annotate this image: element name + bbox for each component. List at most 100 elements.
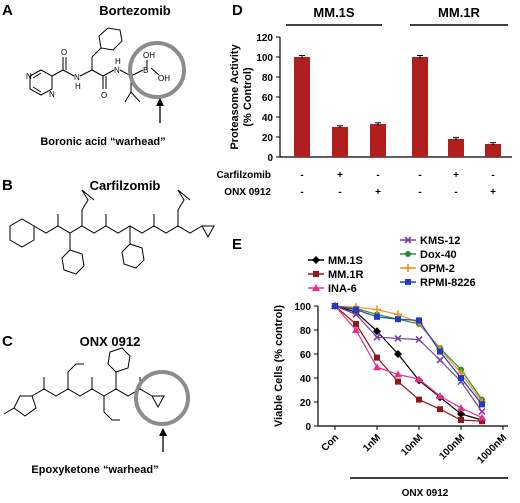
series-point	[395, 378, 401, 385]
treatment-sign: +	[337, 170, 343, 181]
x-tick-label: Con	[320, 432, 342, 454]
y-axis-label: Viable Cells (% control)	[273, 305, 285, 427]
series-point	[373, 327, 381, 336]
svg-text:OH: OH	[158, 74, 170, 83]
x-tick-label: 1nM	[361, 432, 383, 454]
series-line	[334, 305, 483, 412]
svg-text:H: H	[75, 82, 81, 91]
y-tick-label: 120	[256, 33, 273, 44]
legend-swatch-marker	[405, 279, 411, 285]
arrowhead-a	[156, 98, 164, 106]
series-point	[479, 401, 485, 408]
panel-label-a: A	[2, 2, 13, 19]
series-line	[334, 305, 483, 405]
svg-text:N: N	[26, 72, 32, 81]
bar	[294, 57, 310, 157]
legend-label: Dox-40	[420, 249, 457, 261]
bar	[448, 139, 464, 157]
y-tick-label: 60	[262, 93, 274, 104]
legend-label: OPM-2	[420, 263, 455, 275]
treatment-row-label: ONX 0912	[224, 187, 271, 198]
legend-label: INA-6	[328, 283, 357, 295]
series-line	[334, 305, 483, 400]
pyrazine-ring	[29, 69, 53, 96]
epoxide-ring-c	[151, 395, 165, 409]
series-point	[478, 413, 486, 421]
x-axis-label: ONX 0912	[402, 488, 449, 499]
treatment-sign: -	[454, 187, 457, 198]
svg-text:H: H	[115, 57, 121, 66]
y-tick-label: 40	[300, 374, 312, 385]
legend-swatch-marker	[405, 251, 411, 257]
series-point	[457, 410, 465, 418]
series-point	[479, 418, 485, 425]
treatment-sign: -	[418, 187, 421, 198]
svg-text:OH: OH	[143, 51, 155, 60]
legend-label: MM.1R	[328, 269, 364, 281]
series-point	[436, 356, 444, 364]
svg-text:O: O	[61, 48, 67, 57]
series-point	[353, 306, 359, 313]
phenyl-ring-b1	[61, 249, 85, 275]
arrowhead-c	[159, 428, 167, 436]
morpholine-ring	[9, 218, 35, 248]
y-tick-label: 20	[300, 398, 312, 409]
warhead-circle-a	[128, 41, 186, 99]
series-point	[373, 333, 381, 341]
series-point	[395, 316, 401, 323]
panel-label-b: B	[2, 177, 13, 194]
treatment-sign: +	[375, 187, 381, 198]
epoxide-ring-b	[201, 225, 215, 239]
thiazole-ring	[13, 395, 37, 417]
svg-text:B: B	[143, 66, 148, 75]
onx0912-structure	[3, 347, 165, 421]
warhead-circle-c	[134, 370, 190, 426]
series-point	[458, 417, 464, 423]
legend-swatch-marker	[312, 256, 320, 264]
series-point	[457, 404, 465, 411]
y-tick-label: 100	[294, 302, 311, 313]
x-tick-label: 10nM	[399, 432, 425, 458]
y-tick-label: 20	[262, 133, 274, 144]
y-tick-label: 0	[267, 153, 273, 164]
bar	[332, 127, 348, 157]
y-axis-label: Proteasome Activity	[229, 43, 241, 149]
treatment-sign: -	[418, 170, 421, 181]
panel-a: A Bortezomib N N	[2, 2, 186, 148]
bar	[485, 144, 501, 157]
group-label: MM.1R	[438, 5, 481, 20]
series-point	[394, 350, 402, 358]
y-tick-label: 100	[256, 53, 273, 64]
series-point	[353, 321, 359, 327]
x-tick-label: 100nM	[437, 432, 467, 462]
treatment-sign: -	[300, 187, 303, 198]
panel-b: B Carfilzomib	[2, 177, 215, 275]
legend-label: MM.1S	[328, 255, 363, 267]
treatment-sign: -	[338, 187, 341, 198]
series-point	[478, 408, 486, 416]
compound-title-bortezomib: Bortezomib	[99, 3, 171, 18]
annotation-a: Boronic acid “warhead”	[40, 136, 165, 148]
carfilzomib-structure	[9, 189, 215, 275]
legend-label: RPMI-8226	[420, 277, 476, 289]
legend-swatch-marker	[404, 236, 412, 244]
compound-title-carfilzomib: Carfilzomib	[90, 178, 161, 193]
treatment-row-label: Carfilzomib	[217, 170, 271, 181]
series-point	[394, 370, 402, 378]
proteasome-activity-chart: 0 20 40 60 80 100 120 Proteasome Activity (% Con…	[217, 5, 512, 198]
legend-swatch-marker	[313, 271, 319, 277]
phenyl-ring-a	[98, 27, 123, 51]
panel-label-d: D	[232, 2, 243, 19]
series-point	[415, 336, 423, 344]
series-point	[373, 363, 381, 371]
phenyl-ring-c	[107, 347, 131, 373]
y-tick-label: 60	[300, 350, 312, 361]
legend-swatch-marker	[404, 264, 412, 272]
series-point	[437, 348, 443, 355]
svg-text:N: N	[114, 66, 120, 75]
compound-title-onx0912: ONX 0912	[80, 334, 141, 349]
x-tick-label: 1000nM	[475, 432, 509, 466]
svg-text:N: N	[74, 73, 80, 82]
treatment-sign: +	[453, 170, 459, 181]
